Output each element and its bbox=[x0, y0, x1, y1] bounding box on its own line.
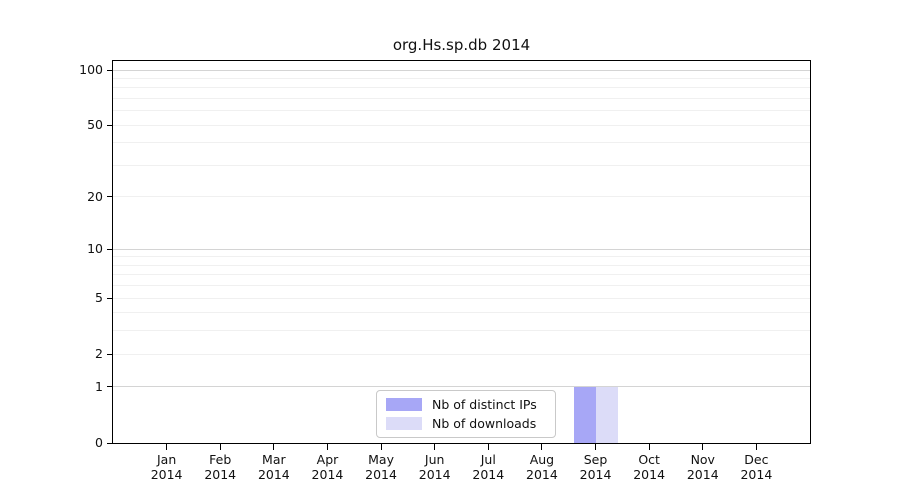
year-label: 2014 bbox=[311, 467, 344, 482]
gridline-5 bbox=[113, 297, 810, 299]
y-tick-label-100: 100 bbox=[79, 62, 103, 77]
x-tick-4 bbox=[326, 444, 328, 450]
gridline-4 bbox=[113, 312, 810, 314]
x-tick-12 bbox=[755, 444, 757, 450]
legend-item-downloads: Nb of downloads bbox=[386, 416, 545, 431]
month-label: Dec bbox=[744, 452, 769, 467]
x-tick-6 bbox=[434, 444, 436, 450]
x-tick-label-jun: Jun 2014 bbox=[403, 452, 467, 482]
x-tick-5 bbox=[380, 444, 382, 450]
x-tick-10 bbox=[648, 444, 650, 450]
bar-distinct-ips-sep-2014 bbox=[573, 386, 596, 443]
year-label: 2014 bbox=[526, 467, 558, 482]
x-tick-label-dec: Dec 2014 bbox=[724, 452, 788, 482]
year-label: 2014 bbox=[150, 467, 183, 482]
gridline-9 bbox=[113, 256, 810, 258]
y-tick-100 bbox=[107, 69, 113, 71]
legend-label-downloads: Nb of downloads bbox=[432, 416, 537, 431]
y-tick-50 bbox=[107, 124, 113, 126]
month-label: Jul bbox=[480, 452, 496, 467]
gridline-70 bbox=[113, 97, 810, 99]
gridline-50 bbox=[113, 124, 810, 126]
legend-swatch-downloads bbox=[386, 417, 422, 430]
x-tick-7 bbox=[487, 444, 489, 450]
gridline-100 bbox=[113, 69, 810, 71]
x-tick-label-apr: Apr 2014 bbox=[295, 452, 359, 482]
gridline-10 bbox=[113, 248, 810, 250]
month-label: Nov bbox=[690, 452, 715, 467]
gridline-40 bbox=[113, 142, 810, 144]
month-label: Apr bbox=[316, 452, 339, 467]
y-tick-5 bbox=[107, 297, 113, 299]
x-tick-11 bbox=[702, 444, 704, 450]
x-tick-label-feb: Feb 2014 bbox=[188, 452, 252, 482]
month-label: Jun bbox=[424, 452, 445, 467]
y-tick-label-0: 0 bbox=[95, 435, 103, 450]
gridline-30 bbox=[113, 164, 810, 166]
gridline-6 bbox=[113, 285, 810, 287]
legend-item-distinct-ips: Nb of distinct IPs bbox=[386, 397, 545, 412]
y-tick-label-5: 5 bbox=[95, 290, 103, 306]
x-tick-8 bbox=[541, 444, 543, 450]
y-tick-1 bbox=[107, 386, 113, 388]
month-label: Oct bbox=[638, 452, 660, 467]
month-label: Feb bbox=[209, 452, 232, 467]
gridline-20 bbox=[113, 196, 810, 198]
y-tick-label-10: 10 bbox=[87, 241, 103, 257]
gridline-60 bbox=[113, 110, 810, 112]
legend-label-distinct-ips: Nb of distinct IPs bbox=[432, 397, 537, 412]
y-tick-2 bbox=[107, 353, 113, 355]
year-label: 2014 bbox=[740, 467, 773, 482]
x-tick-label-nov: Nov 2014 bbox=[671, 452, 735, 482]
y-tick-label-1: 1 bbox=[95, 378, 103, 394]
y-tick-20 bbox=[107, 196, 113, 198]
gridline-7 bbox=[113, 274, 810, 276]
x-tick-2 bbox=[219, 444, 221, 450]
month-label: Mar bbox=[262, 452, 286, 467]
year-label: 2014 bbox=[418, 467, 451, 482]
gridline-8 bbox=[113, 264, 810, 266]
bar-downloads-sep-2014 bbox=[595, 386, 618, 443]
y-tick-label-2: 2 bbox=[95, 346, 103, 362]
gridline-2 bbox=[113, 353, 810, 355]
year-label: 2014 bbox=[633, 467, 666, 482]
gridline-3 bbox=[113, 330, 810, 332]
year-label: 2014 bbox=[257, 467, 290, 482]
x-tick-label-oct: Oct 2014 bbox=[617, 452, 681, 482]
year-label: 2014 bbox=[365, 467, 397, 482]
year-label: 2014 bbox=[686, 467, 719, 482]
x-tick-1 bbox=[166, 444, 168, 450]
month-label: Jan bbox=[156, 452, 177, 467]
gridline-80 bbox=[113, 87, 810, 89]
legend: Nb of distinct IPs Nb of downloads bbox=[376, 390, 556, 438]
year-label: 2014 bbox=[204, 467, 237, 482]
month-label: May bbox=[368, 452, 394, 467]
chart-title: org.Hs.sp.db 2014 bbox=[392, 36, 531, 54]
gridline-90 bbox=[113, 77, 810, 79]
x-tick-label-aug: Aug 2014 bbox=[510, 452, 574, 482]
x-tick-label-mar: Mar 2014 bbox=[242, 452, 306, 482]
x-tick-3 bbox=[273, 444, 275, 450]
year-label: 2014 bbox=[472, 467, 505, 482]
year-label: 2014 bbox=[579, 467, 612, 482]
x-tick-label-sep: Sep 2014 bbox=[564, 452, 628, 482]
x-tick-9 bbox=[595, 444, 597, 450]
legend-swatch-distinct-ips bbox=[386, 398, 422, 411]
x-tick-label-jul: Jul 2014 bbox=[456, 452, 520, 482]
y-tick-0 bbox=[107, 442, 113, 444]
x-tick-label-jan: Jan 2014 bbox=[135, 452, 199, 482]
y-tick-label-20: 20 bbox=[87, 188, 103, 204]
gridline-1 bbox=[113, 386, 810, 388]
y-tick-10 bbox=[107, 248, 113, 250]
x-tick-label-may: May 2014 bbox=[349, 452, 413, 482]
y-tick-label-50: 50 bbox=[87, 117, 103, 133]
month-label: Sep bbox=[583, 452, 608, 467]
month-label: Aug bbox=[529, 452, 555, 467]
